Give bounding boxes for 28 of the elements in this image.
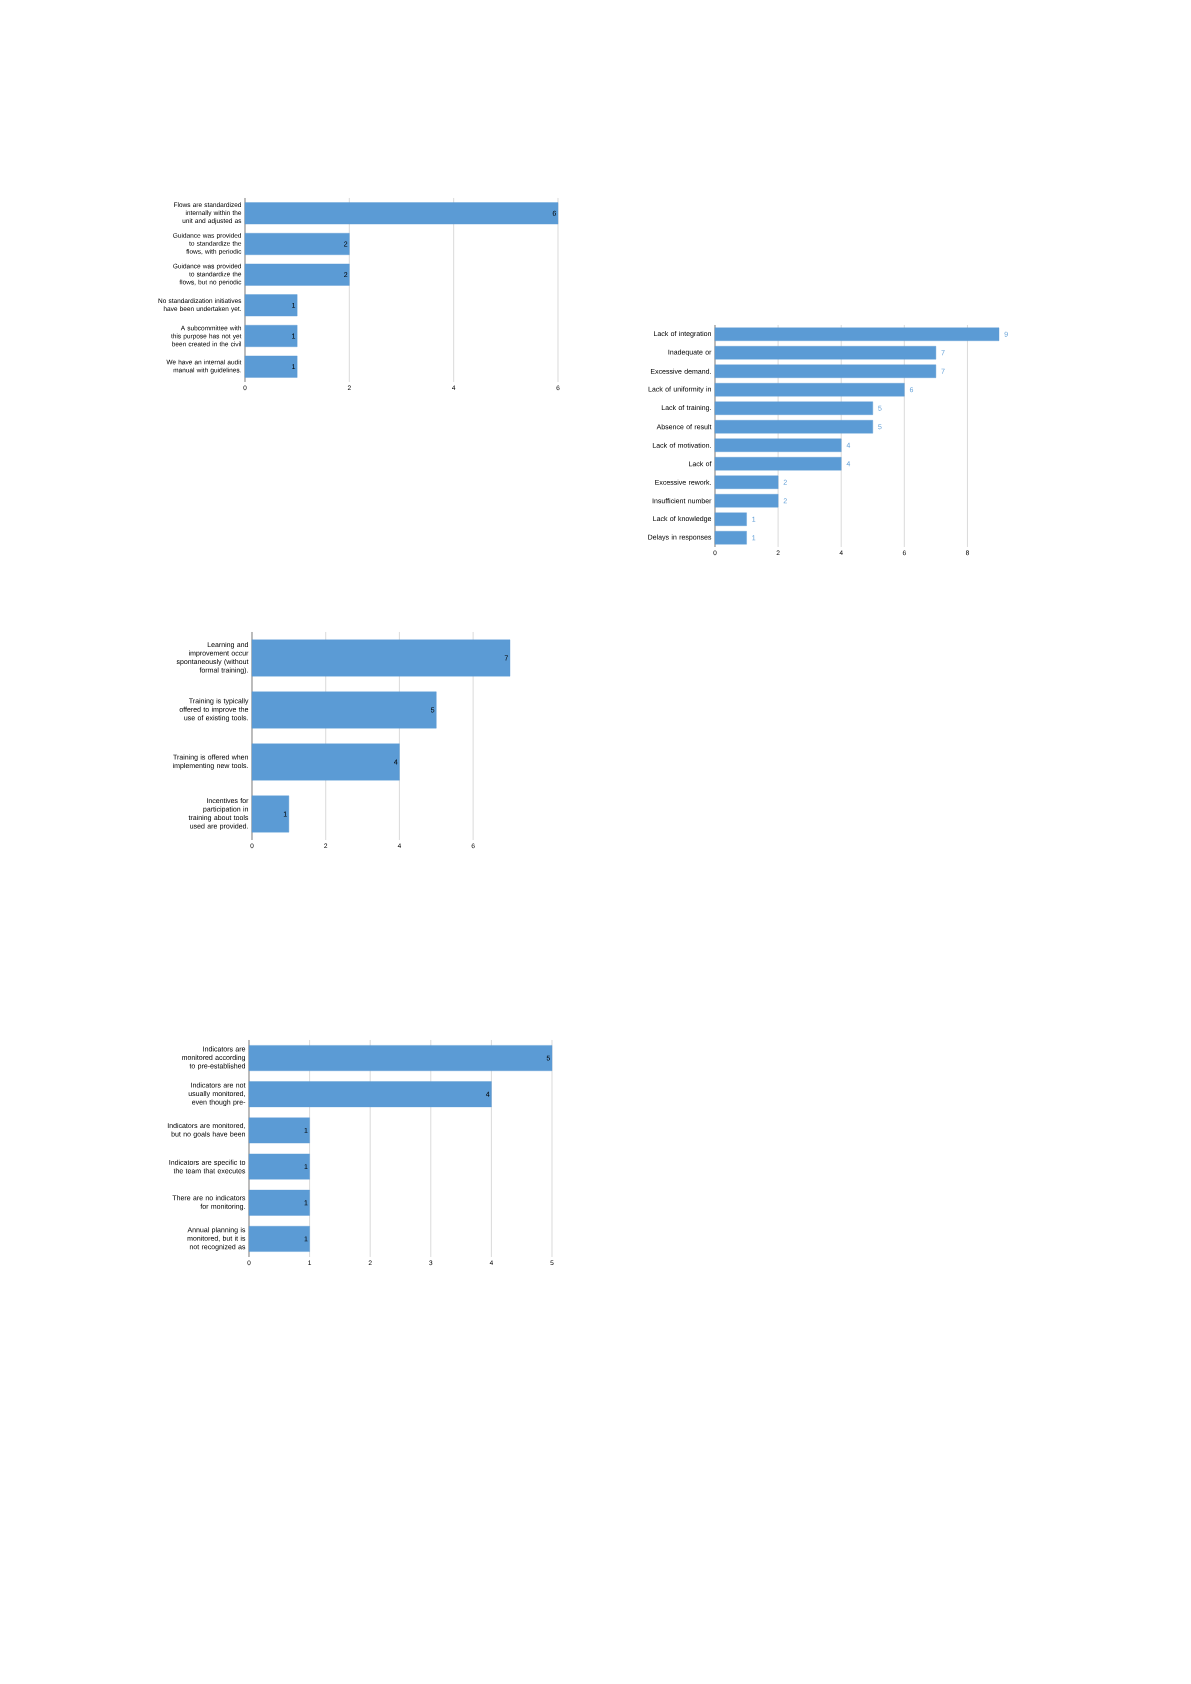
bar — [714, 383, 905, 397]
bar — [244, 325, 298, 347]
bar — [251, 795, 290, 833]
bar — [714, 531, 747, 545]
bar — [248, 1153, 310, 1180]
bar — [244, 202, 559, 225]
bar — [714, 475, 779, 489]
bar — [714, 512, 747, 526]
bar — [248, 1081, 492, 1108]
bar — [248, 1117, 310, 1144]
bar — [714, 438, 842, 452]
bar — [714, 494, 779, 508]
bar — [714, 364, 937, 378]
bar — [714, 457, 842, 471]
bar — [714, 420, 873, 434]
bar — [244, 355, 298, 378]
bar — [714, 327, 1000, 341]
bar — [248, 1189, 310, 1216]
bar — [244, 263, 350, 286]
bar — [248, 1226, 310, 1252]
bar — [714, 346, 937, 360]
bar — [251, 691, 437, 729]
bar — [714, 401, 873, 415]
bar — [251, 743, 400, 781]
bar — [251, 639, 511, 677]
bar — [244, 233, 350, 255]
bar — [244, 294, 298, 317]
bar — [248, 1045, 553, 1071]
